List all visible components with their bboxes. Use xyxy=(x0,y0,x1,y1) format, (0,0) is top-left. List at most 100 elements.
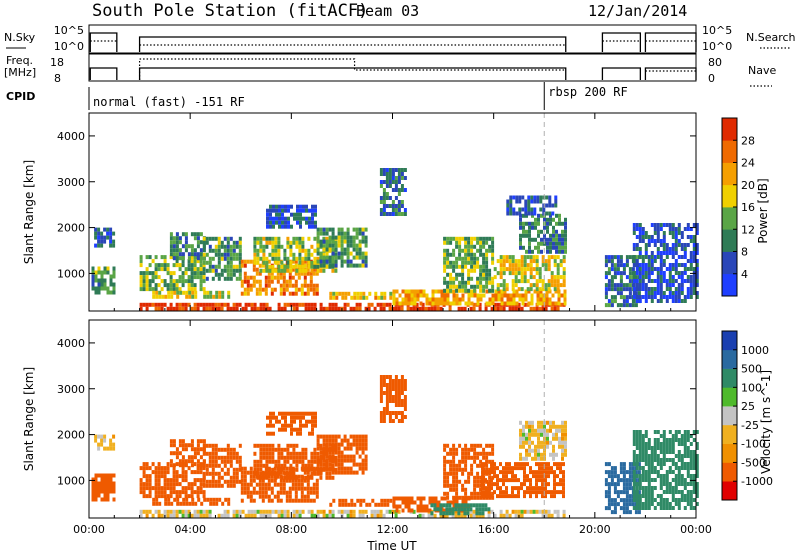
heatmap-cell xyxy=(247,509,251,514)
heatmap-cell xyxy=(211,475,215,480)
heatmap-cell xyxy=(163,279,167,284)
heatmap-cell xyxy=(520,509,524,514)
heatmap-cell xyxy=(665,279,669,283)
heatmap-cell xyxy=(391,212,395,216)
heatmap-cell xyxy=(314,204,317,209)
nsky-trace xyxy=(644,32,697,52)
heatmap-cell xyxy=(281,427,284,432)
heatmap-cell xyxy=(178,279,182,284)
heatmap-cell xyxy=(454,507,458,512)
heatmap-cell xyxy=(632,283,636,287)
heatmap-cell xyxy=(613,482,617,487)
heatmap-cell xyxy=(479,284,483,289)
heatmap-cell xyxy=(337,434,341,439)
heatmap-cell xyxy=(464,280,468,285)
heatmap-cell xyxy=(322,259,326,264)
heatmap-cell xyxy=(316,434,320,439)
heatmap-cell xyxy=(443,297,447,302)
heatmap-cell xyxy=(297,478,301,483)
heatmap-cell xyxy=(541,466,544,471)
heatmap-cell xyxy=(277,451,281,456)
heatmap-cell xyxy=(199,271,203,276)
heatmap-cell xyxy=(152,501,156,506)
heatmap-cell xyxy=(309,279,313,284)
heatmap-cell xyxy=(524,297,528,302)
heatmap-cell xyxy=(277,268,281,273)
heatmap-cell xyxy=(185,497,189,502)
heatmap-cell xyxy=(304,447,308,452)
heatmap-cell xyxy=(563,301,567,306)
heatmap-cell xyxy=(235,471,239,476)
heatmap-cell xyxy=(674,502,678,506)
heatmap-cell xyxy=(650,259,654,263)
heatmap-cell xyxy=(202,260,206,265)
heatmap-cell xyxy=(476,463,480,468)
heatmap-cell xyxy=(547,490,550,495)
heatmap-cell xyxy=(319,443,323,448)
heatmap-cell xyxy=(288,279,292,284)
heatmap-cell xyxy=(625,506,629,511)
heatmap-cell xyxy=(244,513,248,518)
heatmap-cell xyxy=(665,482,669,486)
heatmap-cell xyxy=(322,239,326,244)
heatmap-cell xyxy=(145,267,149,272)
heatmap-cell xyxy=(199,232,203,237)
heatmap-cell xyxy=(543,424,546,429)
heatmap-cell xyxy=(305,220,308,225)
heatmap-cell xyxy=(644,458,648,462)
heatmap-cell xyxy=(514,275,518,280)
heatmap-cell xyxy=(265,306,269,311)
heatmap-cell xyxy=(680,247,684,251)
heatmap-cell xyxy=(238,459,242,464)
heatmap-cell xyxy=(505,267,509,272)
heatmap-cell xyxy=(558,221,561,226)
heatmap-cell xyxy=(361,434,365,439)
heatmap-cell xyxy=(142,271,146,276)
heatmap-cell xyxy=(271,244,275,249)
heatmap-cell xyxy=(674,486,678,490)
heatmap-cell xyxy=(493,490,496,495)
heatmap-cell xyxy=(404,289,408,294)
heatmap-cell xyxy=(94,227,98,232)
heatmap-cell xyxy=(217,471,221,476)
heatmap-cell xyxy=(202,240,206,245)
heatmap-cell xyxy=(227,497,231,502)
heatmap-cell xyxy=(215,294,219,299)
heatmap-cell xyxy=(625,287,629,292)
heatmap-cell xyxy=(683,227,687,231)
heatmap-cell xyxy=(550,494,553,499)
heatmap-cell xyxy=(205,483,209,488)
heatmap-cell xyxy=(322,446,326,451)
heatmap-cell xyxy=(467,276,471,281)
heatmap-cell xyxy=(388,176,392,180)
heatmap-cell xyxy=(628,283,632,288)
heatmap-cell xyxy=(163,466,167,471)
heatmap-cell xyxy=(103,446,107,451)
heatmap-cell xyxy=(154,271,158,276)
heatmap-cell xyxy=(203,294,207,299)
heatmap-cell xyxy=(541,279,545,284)
heatmap-cell xyxy=(169,255,173,260)
heatmap-cell xyxy=(394,204,398,208)
heatmap-cell xyxy=(261,490,265,495)
heatmap-cell xyxy=(511,470,514,475)
heatmap-cell xyxy=(653,446,657,450)
heatmap-cell xyxy=(446,443,450,448)
heatmap-cell xyxy=(220,447,224,452)
heatmap-cell xyxy=(668,450,672,454)
heatmap-cell xyxy=(170,294,174,299)
heatmap-cell xyxy=(325,446,329,451)
heatmap-cell xyxy=(350,295,354,300)
heatmap-cell xyxy=(331,306,335,311)
heatmap-cell xyxy=(328,434,332,439)
heatmap-cell xyxy=(686,454,690,458)
heatmap-cell xyxy=(280,260,284,265)
heatmap-cell xyxy=(553,259,557,264)
heatmap-cell xyxy=(253,260,257,265)
heatmap-cell xyxy=(169,482,173,487)
heatmap-cell xyxy=(653,506,657,510)
heatmap-cell xyxy=(467,297,471,302)
heatmap-cell xyxy=(271,459,275,464)
heatmap-cell xyxy=(281,423,284,428)
heatmap-cell xyxy=(668,251,672,255)
